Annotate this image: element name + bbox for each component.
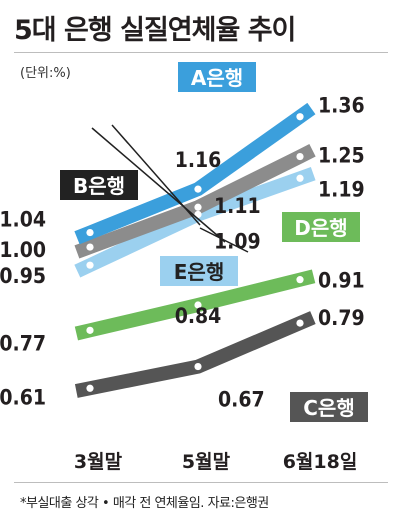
data-point xyxy=(86,384,94,392)
data-point xyxy=(296,174,304,182)
data-point xyxy=(194,362,202,371)
data-label: 0.84 xyxy=(175,304,222,328)
unit-label: (단위:%) xyxy=(20,66,71,81)
data-label: 1.19 xyxy=(318,177,365,201)
footer-divider xyxy=(14,482,388,483)
series-tag-box xyxy=(178,62,256,92)
data-point xyxy=(296,319,304,327)
data-point xyxy=(194,203,202,211)
data-point xyxy=(86,261,94,269)
data-label: 1.00 xyxy=(0,238,46,262)
x-axis-ticks: 3월말 5월말 6월18일 xyxy=(74,451,357,473)
data-label: 0.79 xyxy=(318,306,365,330)
leader-line xyxy=(199,227,249,253)
series-tag-label: C은행 xyxy=(303,396,354,420)
series-tags: A은행 B은행 E은행 D은행 C은행 xyxy=(60,62,368,422)
data-label: 0.95 xyxy=(0,264,46,288)
series-tag-label: D은행 xyxy=(294,216,347,240)
data-label: 1.04 xyxy=(0,208,46,232)
leader-line xyxy=(91,127,226,243)
data-point xyxy=(296,113,304,121)
data-point xyxy=(86,243,94,251)
data-label: 1.36 xyxy=(318,94,365,118)
x-tick-label: 6월18일 xyxy=(283,451,358,473)
data-point xyxy=(296,276,304,284)
series-tag-label: B은행 xyxy=(73,174,125,198)
data-point xyxy=(296,152,304,161)
data-label: 1.25 xyxy=(318,144,365,168)
title-divider xyxy=(14,52,388,53)
data-point xyxy=(194,210,202,219)
data-points xyxy=(86,113,304,392)
series-tag-box xyxy=(160,256,238,286)
leader-line xyxy=(111,124,201,226)
data-label: 1.16 xyxy=(175,148,222,172)
data-point xyxy=(86,326,94,334)
series-tag-box xyxy=(290,392,368,422)
series-tag-label: E은행 xyxy=(174,260,224,284)
data-label: 0.91 xyxy=(318,269,365,293)
data-label: 1.11 xyxy=(214,194,261,218)
data-label: 0.67 xyxy=(218,388,265,412)
data-label: 0.61 xyxy=(0,385,46,409)
data-label: 1.09 xyxy=(214,229,261,253)
source-note: *부실대출 상각 • 매각 전 연체율임. 자료:은행권 xyxy=(20,496,269,511)
series-tag-label: A은행 xyxy=(191,66,243,90)
data-point xyxy=(86,228,94,237)
data-labels: 0.95 1.09 1.19 1.00 1.11 1.25 1.04 1.16 1.36 0.77… xyxy=(0,94,365,412)
series-tag-box xyxy=(282,212,360,242)
chart-title: 5대 은행 실질연체율 추이 xyxy=(14,15,296,46)
data-point xyxy=(194,301,202,309)
series-tag-box xyxy=(60,170,138,200)
x-tick-label: 3월말 xyxy=(74,451,123,473)
data-point xyxy=(194,185,202,193)
x-tick-label: 5월말 xyxy=(182,451,231,473)
data-label: 0.77 xyxy=(0,331,46,355)
